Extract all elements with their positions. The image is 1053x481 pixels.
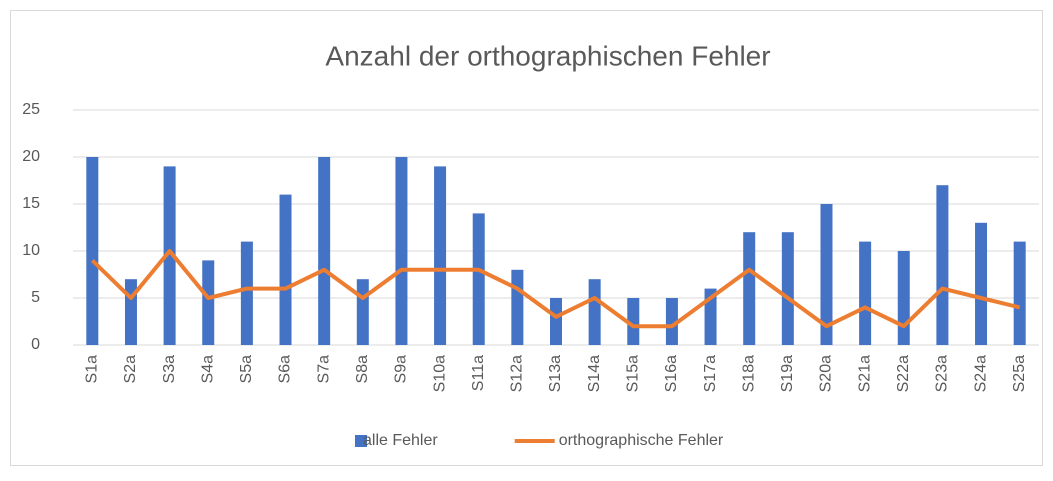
chart-title: Anzahl der orthographischen Fehler	[325, 40, 770, 71]
x-tick-label: S12a	[509, 355, 526, 392]
x-tick-label: S16a	[663, 355, 680, 392]
bar	[395, 157, 408, 345]
x-tick-label: S3a	[161, 355, 178, 384]
x-tick-label: S2a	[122, 355, 139, 384]
bar	[279, 194, 292, 345]
x-tick-label: S17a	[702, 355, 719, 392]
bar	[897, 251, 910, 345]
x-tick-label: S5a	[238, 355, 255, 384]
x-tick-label: S21a	[856, 355, 873, 392]
bar	[202, 260, 215, 345]
bar	[511, 269, 524, 345]
bar	[859, 241, 872, 345]
bar	[163, 166, 176, 345]
bar	[318, 157, 331, 345]
y-tick-label: 15	[22, 195, 40, 212]
bar	[124, 279, 137, 345]
bar	[356, 279, 369, 345]
x-tick-label: S20a	[818, 355, 835, 392]
x-tick-label: S22a	[895, 355, 912, 392]
x-tick-label: S6a	[277, 355, 294, 384]
x-tick-label: S8a	[354, 355, 371, 384]
bar	[781, 232, 794, 345]
x-tick-label: S1a	[84, 355, 101, 384]
bar	[743, 232, 756, 345]
bar	[588, 279, 601, 345]
bar	[86, 157, 99, 345]
x-tick-label: S10a	[431, 355, 448, 392]
bar	[627, 298, 640, 345]
bar	[820, 204, 833, 345]
bar	[240, 241, 253, 345]
chart-border	[10, 10, 1043, 466]
legend-label: alle Fehler	[363, 432, 438, 449]
y-tick-label: 20	[22, 148, 40, 165]
line	[90, 249, 1021, 329]
y-tick-label: 5	[31, 289, 40, 306]
y-tick-label: 10	[22, 242, 40, 259]
bar	[936, 185, 949, 345]
bar	[434, 166, 447, 345]
bar	[472, 213, 485, 345]
bar	[550, 298, 562, 345]
legend-swatch	[355, 435, 367, 447]
bar	[665, 298, 678, 345]
x-tick-label: S7a	[315, 355, 332, 384]
legend-label: orthographische Fehler	[559, 432, 724, 449]
y-tick-label: 25	[22, 101, 40, 118]
x-tick-label: S11a	[470, 355, 487, 391]
x-tick-label: S25a	[1011, 355, 1028, 392]
bar	[1013, 241, 1026, 345]
x-tick-label: S9a	[393, 355, 410, 384]
x-tick-label: S14a	[586, 355, 603, 392]
x-tick-label: S13a	[547, 355, 564, 392]
x-tick-label: S23a	[934, 355, 951, 392]
x-tick-label: S15a	[624, 355, 641, 392]
bar	[704, 288, 717, 345]
x-tick-label: S19a	[779, 355, 796, 392]
bar	[975, 222, 988, 345]
x-tick-label: S18a	[740, 355, 757, 392]
y-tick-label: 0	[31, 336, 40, 353]
x-tick-label: S24a	[972, 355, 989, 392]
x-tick-label: S4a	[199, 355, 216, 384]
